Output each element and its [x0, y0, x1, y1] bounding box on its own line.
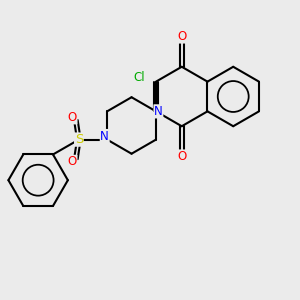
Text: Cl: Cl: [134, 71, 146, 84]
Text: O: O: [68, 111, 77, 124]
Text: O: O: [68, 155, 77, 168]
Text: O: O: [177, 30, 186, 43]
Text: S: S: [75, 133, 83, 146]
Text: N: N: [100, 130, 109, 142]
Text: O: O: [177, 150, 186, 163]
Text: N: N: [154, 105, 163, 118]
